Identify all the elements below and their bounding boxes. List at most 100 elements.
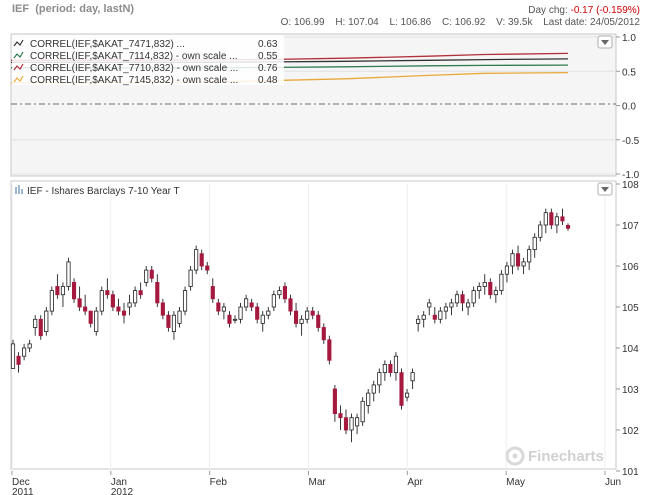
candle-down [83, 306, 88, 312]
last-date: Last date: 24/05/2012 [543, 17, 640, 28]
candle-up [194, 249, 199, 271]
chart-header: IEF (period: day, lastN) Day chg: -0.17 … [0, 0, 652, 34]
correl-legend-label: CORREL(IEF,$AKAT_7471,832) ... [30, 39, 185, 50]
price-tick-label: 101 [622, 467, 639, 478]
correl-menu-button[interactable] [597, 35, 613, 49]
candle-down [332, 388, 337, 415]
day-change-pct: (-0.159%) [596, 5, 640, 16]
correl-tick-label: 0.5 [622, 67, 636, 78]
price-tick-label: 106 [622, 262, 639, 273]
candle-up [532, 236, 537, 251]
candle-up [33, 318, 38, 328]
candle-up [554, 216, 559, 226]
candle-up [538, 224, 543, 238]
correl-legend-value: 0.63 [258, 39, 278, 50]
candle-down [210, 286, 215, 300]
correl-legend-value: 0.55 [258, 51, 278, 62]
candle-up [99, 290, 104, 312]
correl-legend-label: CORREL(IEF,$AKAT_7114,832) - own scale .… [30, 51, 238, 62]
candle-up [260, 314, 265, 324]
candle-down [321, 327, 326, 341]
day-change-label: Day chg: [528, 5, 568, 16]
date-tick-label: Apr [407, 477, 423, 488]
candle-down [121, 310, 127, 316]
correl-tick-label: -0.5 [622, 136, 640, 147]
candle-down [293, 310, 299, 324]
candle-down [199, 253, 204, 267]
candle-down [166, 314, 171, 328]
candle-up [404, 392, 410, 398]
candle-down [38, 318, 43, 337]
candle-up [477, 286, 482, 291]
candle-legend-icon [15, 185, 23, 194]
candle-up [27, 343, 32, 349]
close-value: C: 106.92 [441, 17, 486, 28]
candle-up [499, 273, 504, 292]
date-tick-label: May [506, 477, 525, 488]
candle-up [543, 212, 548, 226]
date-tick-label: Dec [12, 477, 30, 488]
candle-up [244, 298, 249, 308]
finecharts-logo-icon [505, 446, 525, 466]
candle-down [282, 286, 288, 300]
candle-up [443, 306, 448, 312]
candle-up [416, 318, 421, 324]
candle-up [22, 347, 27, 357]
candle-up [127, 302, 132, 308]
correl-legend-icon [13, 75, 24, 83]
correl-legend: CORREL(IEF,$AKAT_7471,832) ... 0.63 CORREL… [12, 35, 284, 86]
candle-down [565, 225, 571, 229]
candle-up [10, 343, 16, 369]
candle-down [399, 372, 404, 406]
candle-down [515, 253, 521, 267]
candle-up [482, 281, 487, 287]
candle-up [177, 310, 182, 324]
candle-up [377, 372, 382, 386]
price-y-axis: 108 107 106 105 104 103 102 101 [616, 180, 639, 478]
candle-up [266, 310, 271, 316]
correl-legend-icon [13, 51, 24, 59]
correl-legend-icon [13, 39, 24, 47]
candle-up [527, 249, 532, 263]
candle-up [493, 290, 498, 296]
candle-down [488, 281, 493, 296]
candle-up [144, 269, 149, 283]
candle-down [460, 294, 465, 304]
correl-legend-value: 0.76 [258, 63, 278, 74]
date-tick-label: Mar [309, 477, 327, 488]
candle-up [466, 302, 471, 308]
date-tick-label: Jun [605, 477, 621, 488]
candle-up [60, 286, 66, 296]
candle-up [471, 290, 476, 304]
candle-down [338, 413, 343, 419]
candle-down [316, 314, 321, 328]
candle-down [327, 339, 332, 361]
correl-legend-background [12, 35, 284, 85]
correl-legend-label: CORREL(IEF,$AKAT_7710,832) - own scale .… [30, 63, 238, 74]
candle-down [77, 298, 82, 308]
candle-down [205, 265, 210, 271]
candle-up [366, 392, 371, 406]
price-gridlines [11, 184, 606, 471]
candle-up [449, 302, 454, 308]
candle-up [349, 417, 354, 431]
candle-down [288, 298, 293, 312]
candle-up [271, 294, 276, 308]
price-tick-label: 108 [622, 180, 639, 191]
price-menu-button[interactable] [597, 182, 613, 196]
candle-down [227, 314, 232, 324]
candle-down [560, 216, 565, 222]
candle-up [421, 314, 426, 320]
candle-down [55, 286, 60, 296]
ohlc-summary: O: 106.99 H: 107.04 L: 106.86 C: 106.92 … [281, 17, 640, 28]
candle-down [249, 302, 254, 308]
candle-down [432, 314, 437, 320]
candle-down [105, 290, 110, 296]
candle-up [510, 253, 515, 267]
correl-legend-icon [13, 63, 24, 71]
date-tick-label: Feb [210, 477, 228, 488]
price-tick-label: 103 [622, 385, 639, 396]
price-series-title: IEF - Ishares Barclays 7-10 Year T [27, 186, 180, 197]
price-legend: IEF - Ishares Barclays 7-10 Year T [15, 185, 180, 197]
